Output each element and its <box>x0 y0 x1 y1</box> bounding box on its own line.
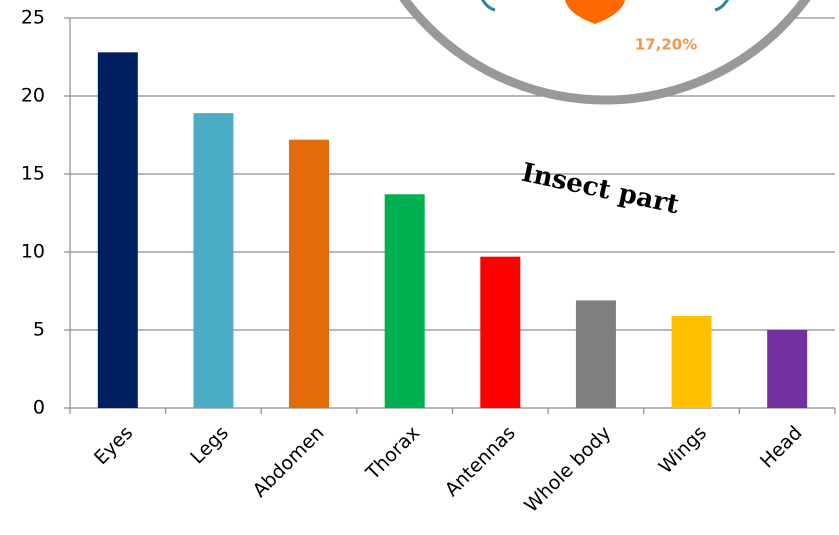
bar <box>480 257 520 408</box>
x-tick-label: Eyes <box>90 422 137 469</box>
y-tick-label: 25 <box>21 7 45 29</box>
x-tick-label: Thorax <box>361 422 424 485</box>
x-tick-label: Wings <box>655 422 711 478</box>
bar <box>385 194 425 408</box>
bar <box>672 316 712 408</box>
bar <box>193 113 233 408</box>
x-tick-label: Abdomen <box>249 422 329 502</box>
annotation: 17,20% <box>635 36 697 54</box>
x-tick-label: Head <box>756 422 807 473</box>
x-tick-label: Legs <box>186 422 233 469</box>
bar <box>576 300 616 408</box>
y-tick-label: 20 <box>21 85 45 107</box>
y-tick-label: 0 <box>33 397 45 419</box>
y-tick-label: 5 <box>33 319 45 341</box>
bar <box>98 52 138 408</box>
bar <box>289 140 329 408</box>
x-tick-label: Antennas <box>441 422 520 501</box>
bar <box>767 330 807 408</box>
overlay-image: 17,20% <box>355 0 839 100</box>
y-tick-label: 10 <box>21 241 45 263</box>
chart: 17,20% 0 5 10 15 20 25 Eyes Legs Abdomen Thorax An… <box>0 0 839 535</box>
y-tick-label: 15 <box>21 163 45 185</box>
annotation: Insect part <box>519 158 682 221</box>
x-tick-label: Whole body <box>520 422 615 517</box>
